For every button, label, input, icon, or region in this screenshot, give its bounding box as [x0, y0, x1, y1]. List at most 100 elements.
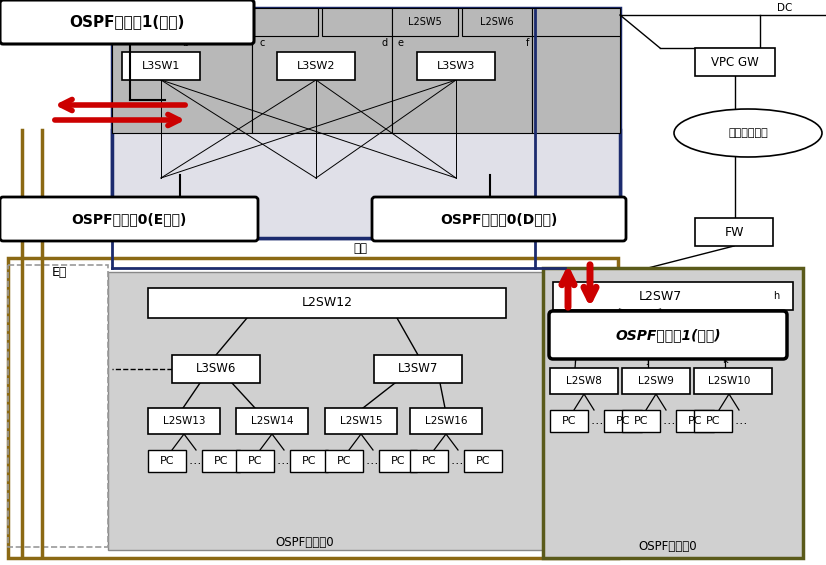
Text: L2SW9: L2SW9: [638, 376, 674, 386]
Bar: [252, 8, 392, 133]
Bar: [417, 52, 495, 80]
Bar: [553, 282, 793, 310]
Bar: [112, 8, 178, 36]
Text: PC: PC: [634, 416, 648, 426]
Bar: [322, 8, 392, 36]
Bar: [148, 408, 220, 434]
Text: OSPFエリア0: OSPFエリア0: [276, 536, 335, 549]
Bar: [695, 48, 775, 76]
Bar: [325, 408, 397, 434]
Bar: [325, 450, 363, 472]
Text: L2SW13: L2SW13: [163, 416, 205, 426]
Text: OSPFエリア0(E社側): OSPFエリア0(E社側): [71, 212, 187, 226]
Text: L3SW2: L3SW2: [297, 61, 335, 71]
Bar: [112, 130, 620, 238]
Bar: [532, 8, 620, 36]
Text: L3SW7: L3SW7: [398, 363, 438, 376]
Text: OSPFエリア0: OSPFエリア0: [638, 540, 697, 553]
Bar: [392, 8, 532, 133]
Text: d: d: [382, 38, 388, 48]
Bar: [108, 272, 600, 550]
Bar: [277, 52, 355, 80]
Bar: [550, 368, 618, 394]
Text: PC: PC: [476, 456, 491, 466]
Text: E社: E社: [52, 267, 68, 280]
Text: L2SW12: L2SW12: [301, 297, 353, 310]
Bar: [236, 408, 308, 434]
Bar: [236, 450, 274, 472]
Bar: [290, 450, 328, 472]
FancyBboxPatch shape: [372, 197, 626, 241]
FancyBboxPatch shape: [0, 0, 254, 44]
Text: …: …: [591, 415, 603, 428]
Text: OSPFエリア1(のみ): OSPFエリア1(のみ): [69, 15, 185, 29]
Text: e: e: [397, 38, 403, 48]
Bar: [148, 450, 186, 472]
Bar: [532, 8, 620, 133]
FancyBboxPatch shape: [549, 311, 787, 359]
Text: L2SW10: L2SW10: [708, 376, 750, 386]
Bar: [410, 450, 448, 472]
Text: …: …: [277, 454, 289, 467]
Text: PC: PC: [422, 456, 436, 466]
Text: L2SW16: L2SW16: [425, 416, 468, 426]
Bar: [622, 368, 690, 394]
Bar: [8, 258, 618, 558]
Text: b: b: [182, 38, 188, 48]
Text: PC: PC: [301, 456, 316, 466]
Text: i: i: [573, 355, 577, 365]
Text: PC: PC: [688, 416, 702, 426]
Bar: [694, 368, 772, 394]
Bar: [112, 8, 620, 238]
Bar: [8, 265, 108, 547]
Text: PC: PC: [705, 416, 720, 426]
Text: L2SW3: L2SW3: [128, 17, 162, 27]
Bar: [182, 8, 252, 36]
Bar: [694, 410, 732, 432]
Text: PC: PC: [615, 416, 630, 426]
Text: k: k: [722, 355, 728, 365]
Text: L2SW8: L2SW8: [566, 376, 602, 386]
Polygon shape: [620, 310, 660, 316]
Text: L2SW5: L2SW5: [408, 17, 442, 27]
Bar: [543, 268, 803, 558]
Bar: [676, 410, 714, 432]
Text: インターネッ: インターネッ: [729, 128, 768, 138]
Text: OSPFエリア0(D社側): OSPFエリア0(D社側): [440, 212, 558, 226]
Text: …: …: [451, 454, 463, 467]
Text: L2SW15: L2SW15: [339, 416, 382, 426]
Text: PC: PC: [391, 456, 406, 466]
Bar: [374, 355, 462, 383]
Bar: [695, 218, 773, 246]
Text: PC: PC: [562, 416, 577, 426]
Text: L3SW1: L3SW1: [142, 61, 180, 71]
Bar: [252, 8, 318, 36]
Text: OSPFエリア1(のみ): OSPFエリア1(のみ): [615, 328, 721, 342]
Text: 広域: 広域: [353, 241, 367, 254]
Text: h: h: [773, 291, 779, 301]
Text: …: …: [189, 454, 202, 467]
Bar: [122, 52, 200, 80]
Text: PC: PC: [248, 456, 262, 466]
Bar: [202, 450, 240, 472]
Bar: [464, 450, 502, 472]
Text: PC: PC: [337, 456, 351, 466]
Text: DC: DC: [777, 3, 793, 13]
Bar: [550, 410, 588, 432]
Bar: [622, 410, 660, 432]
Text: …: …: [735, 415, 748, 428]
Bar: [392, 8, 458, 36]
Text: c: c: [259, 38, 264, 48]
Text: PC: PC: [159, 456, 174, 466]
Text: …: …: [366, 454, 378, 467]
Text: L2SW7: L2SW7: [638, 289, 681, 302]
Text: L3SW6: L3SW6: [196, 363, 236, 376]
Text: PC: PC: [214, 456, 228, 466]
Bar: [112, 8, 252, 133]
Text: L2SW4: L2SW4: [200, 17, 234, 27]
Text: j: j: [647, 355, 649, 365]
Text: FW: FW: [724, 225, 743, 238]
Text: …: …: [662, 415, 675, 428]
FancyBboxPatch shape: [0, 197, 258, 241]
Bar: [604, 410, 642, 432]
